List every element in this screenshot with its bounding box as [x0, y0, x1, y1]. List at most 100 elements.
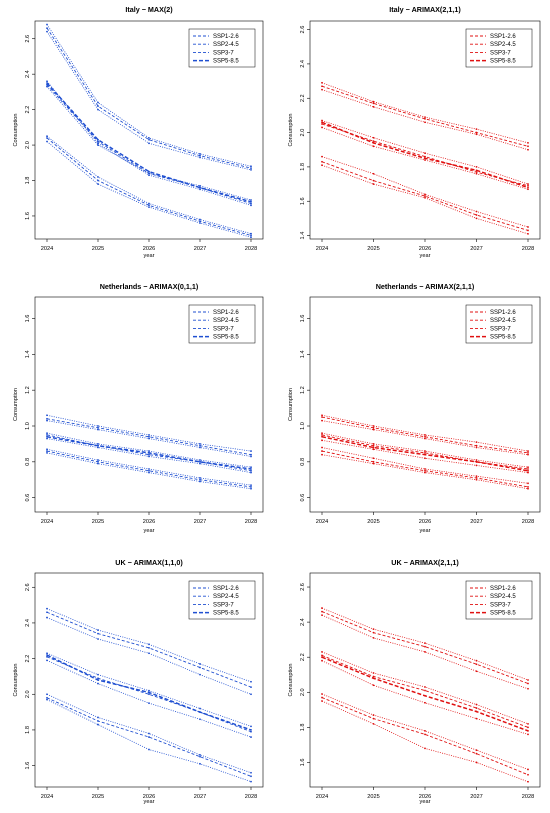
y-tick-label: 1.2: [300, 386, 306, 394]
data-point: [97, 183, 99, 185]
data-point: [372, 179, 375, 182]
data-point: [148, 689, 150, 692]
series-line: [46, 141, 252, 238]
legend-label: SSP1-2.6: [490, 586, 516, 592]
legend-label: SSP1-2.6: [213, 586, 239, 592]
data-point: [199, 477, 201, 479]
data-point: [46, 611, 48, 614]
series-line: [46, 693, 252, 774]
series-line: [46, 617, 252, 695]
data-point: [475, 464, 478, 467]
data-point: [199, 666, 201, 669]
data-point: [148, 647, 150, 649]
data-point: [321, 607, 323, 609]
series-line: [46, 699, 252, 783]
data-point: [97, 140, 99, 143]
data-point: [424, 747, 426, 750]
chart-title: UK − ARIMAX(1,1,0): [115, 558, 183, 567]
x-tick-label: 2027: [194, 246, 206, 252]
data-point: [97, 108, 99, 111]
x-tick-label: 2024: [41, 519, 53, 525]
data-point: [372, 448, 375, 451]
chart-title: UK − ARIMAX(2,1,1): [391, 558, 459, 567]
data-point: [199, 184, 201, 187]
data-point: [527, 482, 529, 485]
legend-label: SSP5-8.5: [213, 59, 239, 65]
data-point: [46, 693, 48, 696]
data-point: [321, 434, 323, 436]
data-point: [424, 457, 426, 460]
data-point: [372, 717, 375, 720]
series-line: [46, 24, 252, 167]
data-point: [148, 748, 150, 751]
chart-title: Italy − MAX(2): [125, 5, 173, 14]
data-point: [321, 453, 323, 456]
data-point: [97, 638, 99, 640]
data-point: [250, 725, 252, 728]
data-point: [475, 478, 478, 481]
data-point: [97, 425, 99, 427]
data-point: [199, 460, 201, 463]
series-line: [321, 156, 529, 228]
data-point: [424, 729, 426, 732]
x-tick-label: 2025: [367, 794, 379, 800]
data-point: [250, 199, 252, 201]
y-tick-label: 2.0: [300, 129, 306, 137]
legend-label: SSP1-2.6: [490, 310, 516, 316]
data-point: [475, 217, 478, 220]
data-point: [424, 152, 426, 155]
data-point: [148, 138, 150, 141]
data-point: [46, 80, 48, 83]
legend-label: SSP5-8.5: [213, 335, 239, 341]
data-point: [372, 722, 375, 725]
series-line: [321, 164, 529, 235]
data-point: [424, 453, 426, 456]
data-point: [527, 733, 529, 736]
data-point: [424, 117, 426, 120]
data-point: [250, 471, 252, 474]
x-tick-label: 2027: [194, 519, 206, 525]
x-tick-label: 2025: [92, 519, 104, 525]
data-point: [199, 153, 201, 155]
data-point: [46, 654, 48, 656]
data-point: [97, 142, 99, 145]
series-line: [46, 135, 252, 235]
data-point: [148, 702, 150, 705]
x-axis-label: year: [420, 528, 431, 534]
data-point: [475, 707, 478, 709]
data-point: [46, 27, 48, 29]
data-point: [321, 446, 323, 449]
data-point: [321, 419, 323, 422]
data-point: [527, 682, 529, 685]
data-point: [46, 448, 48, 451]
data-point: [148, 170, 150, 173]
y-tick-label: 1.6: [25, 762, 31, 770]
legend-label: SSP2-4.5: [213, 42, 239, 48]
data-point: [250, 165, 252, 168]
data-point: [46, 655, 48, 658]
legend-label: SSP3-7: [213, 50, 234, 56]
data-point: [424, 689, 426, 692]
series-line: [321, 121, 529, 189]
data-point: [475, 171, 478, 173]
chart-title: Italy − ARIMAX(2,1,1): [389, 5, 461, 14]
data-point: [46, 432, 48, 435]
data-point: [148, 732, 150, 735]
data-point: [97, 105, 99, 107]
data-point: [148, 736, 150, 738]
data-point: [424, 196, 426, 199]
y-tick-label: 1.2: [25, 386, 31, 394]
y-tick-label: 0.8: [25, 458, 31, 466]
data-point: [475, 172, 478, 175]
data-point: [148, 206, 150, 208]
data-point: [97, 443, 99, 445]
data-point: [321, 700, 323, 702]
data-point: [199, 711, 201, 713]
data-point: [321, 439, 323, 442]
data-point: [372, 141, 375, 144]
series-line: [46, 414, 252, 452]
data-point: [97, 723, 99, 726]
data-point: [148, 435, 150, 438]
data-point: [250, 736, 252, 738]
